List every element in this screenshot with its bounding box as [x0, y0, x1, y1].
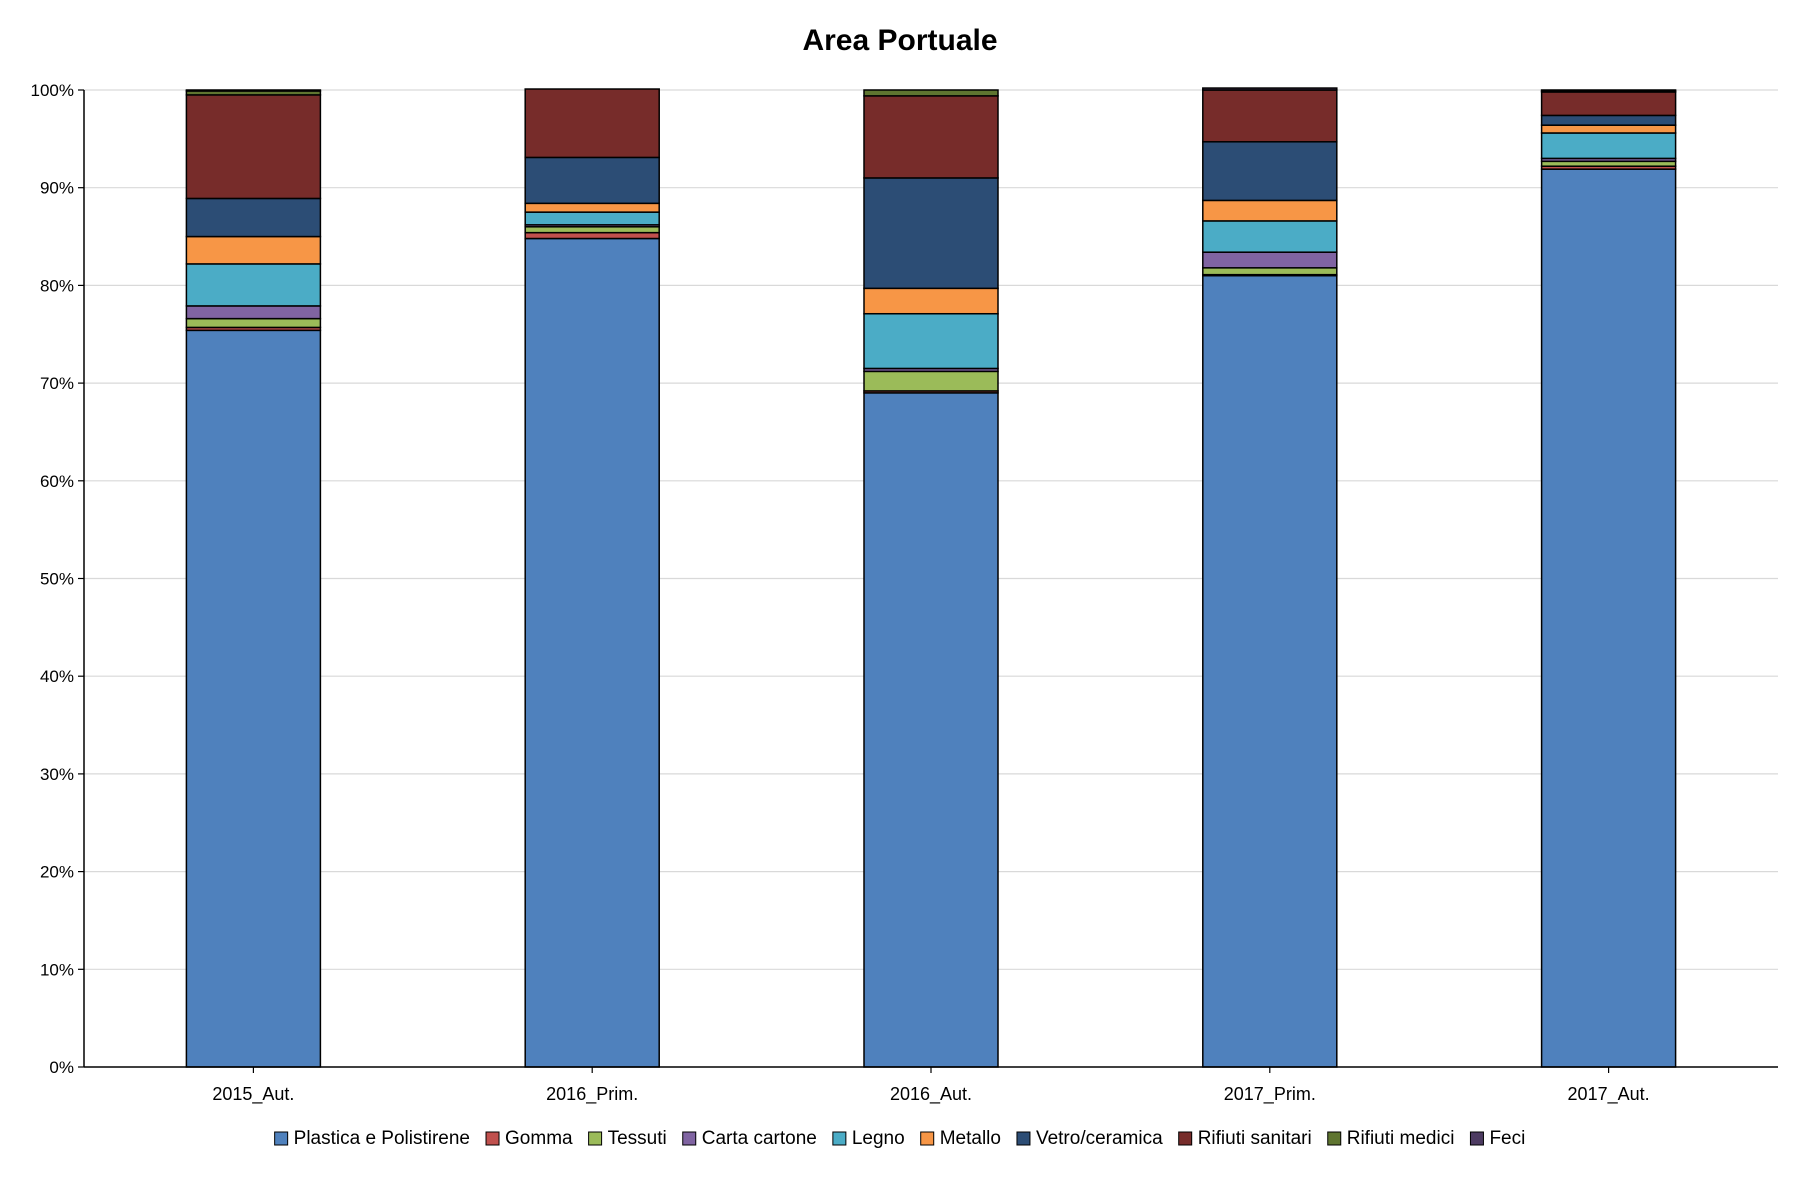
- bar-segment: [863, 312, 999, 370]
- legend-swatch: [682, 1131, 697, 1146]
- bar-segment: [1540, 132, 1677, 160]
- legend-swatch: [832, 1131, 847, 1146]
- legend-label: Carta cartone: [702, 1128, 817, 1149]
- y-tick-label: 80%: [40, 276, 74, 295]
- chart-title: Area Portuale: [802, 24, 997, 57]
- legend: Plastica e Polistirene Gomma Tessuti Carta …: [274, 1128, 1525, 1149]
- bar-segment: [1202, 220, 1338, 253]
- legend-label: Tessuti: [608, 1128, 667, 1149]
- legend-label: Plastica e Polistirene: [294, 1128, 470, 1149]
- legend-swatch: [485, 1131, 500, 1146]
- bar-segment: [863, 95, 999, 179]
- legend-swatch: [274, 1131, 289, 1146]
- y-tick-label: 60%: [40, 472, 74, 491]
- legend-swatch: [920, 1131, 935, 1146]
- bar-segment: [863, 370, 999, 392]
- bar-segment: [524, 202, 660, 213]
- bar-segment: [1540, 114, 1677, 126]
- bar-segment: [1540, 89, 1677, 92]
- legend-label: Rifiuti sanitari: [1198, 1128, 1312, 1149]
- x-tick-label: 2015_Aut.: [212, 1084, 294, 1105]
- bar-segment: [1202, 199, 1338, 222]
- y-tick-label: 90%: [40, 179, 74, 198]
- legend-label: Legno: [852, 1128, 905, 1149]
- bar-segment: [863, 287, 999, 315]
- bar-segment: [524, 237, 660, 1068]
- legend-label: Feci: [1489, 1128, 1525, 1149]
- bar-segment: [185, 305, 322, 320]
- bar-segment: [185, 235, 322, 265]
- bar-segment: [1540, 124, 1677, 134]
- bar-segment: [185, 94, 322, 200]
- bar-segment: [185, 329, 322, 1068]
- bar-segment: [524, 156, 660, 205]
- legend-label: Gomma: [505, 1128, 573, 1149]
- legend-label: Vetro/ceramica: [1036, 1128, 1163, 1149]
- y-tick-label: 100%: [31, 81, 74, 100]
- y-tick-label: 40%: [40, 667, 74, 686]
- bars: [185, 87, 1677, 1068]
- bar-segment: [1202, 267, 1338, 276]
- bar-segment: [185, 197, 322, 238]
- bar-segment: [524, 211, 660, 226]
- bar-segment: [185, 263, 322, 307]
- legend-swatch: [1469, 1131, 1484, 1146]
- x-tick-label: 2016_Aut.: [890, 1084, 972, 1105]
- bar-segment: [524, 231, 660, 240]
- legend-swatch: [1016, 1131, 1031, 1146]
- legend-label: Metallo: [940, 1128, 1001, 1149]
- legend-swatch: [588, 1131, 603, 1146]
- bar-segment: [863, 392, 999, 1068]
- bar-segment: [185, 89, 322, 92]
- legend-label: Rifiuti medici: [1347, 1128, 1455, 1149]
- bar-segment: [1202, 251, 1338, 269]
- bar-segment: [863, 89, 999, 97]
- x-tick-label: 2016_Prim.: [546, 1084, 638, 1105]
- legend-swatch: [1178, 1131, 1193, 1146]
- y-tick-label: 70%: [40, 374, 74, 393]
- bar-segment: [1202, 89, 1338, 143]
- legend-swatch: [1327, 1131, 1342, 1146]
- bar-segment: [1540, 91, 1677, 117]
- x-tick-label: 2017_Prim.: [1224, 1084, 1316, 1105]
- bar-segment: [1202, 87, 1338, 91]
- bar-segment: [185, 317, 322, 329]
- axes: 0% 10% 20% 30% 40% 50% 60% 70% 80% 90% 100% 2015_Au…: [31, 81, 1778, 1105]
- y-tick-label: 20%: [40, 863, 74, 882]
- bar-segment: [1202, 141, 1338, 202]
- bar-segment: [524, 88, 660, 159]
- y-tick-label: 50%: [40, 570, 74, 589]
- x-tick-label: 2017_Aut.: [1568, 1084, 1650, 1105]
- y-tick-label: 10%: [40, 960, 74, 979]
- bar-segment: [524, 226, 660, 234]
- y-tick-label: 30%: [40, 765, 74, 784]
- bar-segment: [863, 177, 999, 290]
- y-tick-label: 0%: [49, 1058, 74, 1077]
- bar-segment: [1540, 168, 1677, 1068]
- bar-segment: [1202, 274, 1338, 1068]
